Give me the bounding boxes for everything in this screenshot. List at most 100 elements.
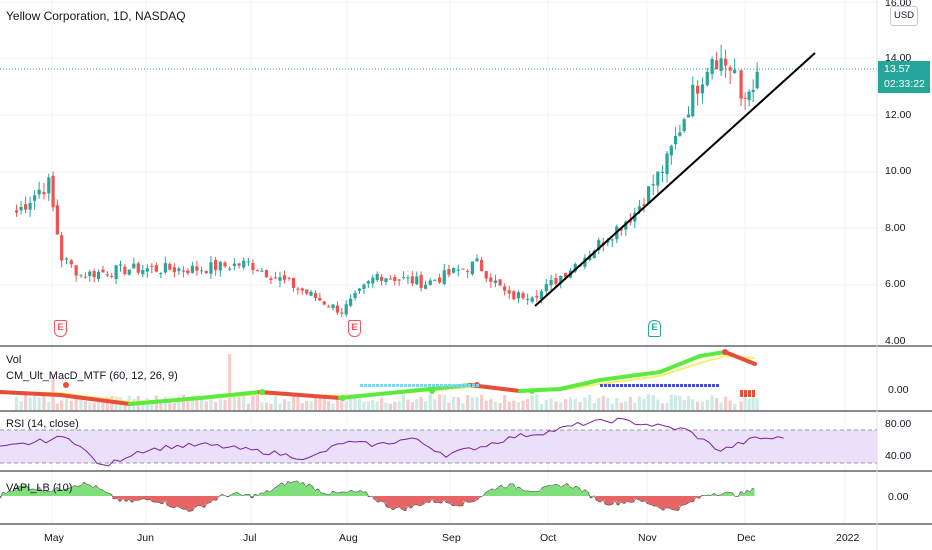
volume-bar xyxy=(739,401,743,410)
macd-label[interactable]: CM_Ult_MacD_MTF (60, 12, 26, 9) xyxy=(6,370,178,382)
vapi-outline xyxy=(176,505,181,508)
volume-bar xyxy=(260,402,264,410)
candle-body xyxy=(597,240,601,251)
macd-hist-bar xyxy=(460,384,463,387)
vapi-outline xyxy=(365,491,370,498)
vapi-outline xyxy=(329,490,334,495)
candle-body xyxy=(728,67,732,71)
vapi-outline xyxy=(113,498,118,500)
vapi-outline xyxy=(110,493,115,500)
vapi-outline xyxy=(704,494,709,496)
rsi-pane[interactable] xyxy=(0,417,877,467)
vapi-outline xyxy=(278,482,283,486)
indicator-axes[interactable]: 0.00 80.00 40.00 0.00 xyxy=(885,384,911,503)
vapi-outline xyxy=(209,499,214,503)
vapi-outline xyxy=(587,491,592,499)
candle-body xyxy=(273,277,278,279)
candle-body xyxy=(526,298,530,300)
volume-bar xyxy=(172,403,176,410)
macd-line-segment xyxy=(598,370,662,382)
macd-line-segment xyxy=(518,387,562,393)
vapi-outline xyxy=(464,500,469,503)
time-axis[interactable]: May Jun Jul Aug Sep Oct Nov Dec 2022 xyxy=(44,532,860,544)
vapi-outline xyxy=(542,486,547,488)
candle-body xyxy=(309,291,313,296)
volume-bar xyxy=(539,403,544,410)
volume-bar xyxy=(633,402,637,410)
macd-hist-bar xyxy=(664,384,667,387)
volume-bar xyxy=(375,401,379,410)
time-label: Jul xyxy=(243,532,256,544)
price-axis[interactable]: 16.00 14.00 12.00 10.00 8.00 6.00 4.00 xyxy=(885,0,911,347)
vapi-outline xyxy=(107,492,112,495)
rsi-label[interactable]: RSI (14, close) xyxy=(6,418,79,430)
volume-bar xyxy=(318,398,322,410)
volume-bar xyxy=(637,396,642,410)
vapi-outline xyxy=(20,485,25,487)
earnings-badge-may[interactable]: E xyxy=(54,320,67,337)
candle-body xyxy=(700,84,705,94)
candle-body xyxy=(14,210,19,213)
vapi-outline xyxy=(338,491,343,494)
candle-body xyxy=(696,85,700,94)
vapi-outline xyxy=(35,487,40,491)
vapi-outline xyxy=(515,486,520,489)
macd-line-segment xyxy=(0,390,62,397)
vapi-outline xyxy=(188,510,193,512)
macd-cross-dot xyxy=(529,388,535,394)
volume-bar xyxy=(470,397,474,410)
earnings-badge-aug[interactable]: E xyxy=(348,320,361,337)
rsi-axis-tick: 80.00 xyxy=(885,418,911,430)
volume-bar xyxy=(168,398,172,410)
vapi-pane[interactable] xyxy=(0,480,755,512)
candle-body xyxy=(246,261,251,263)
vapi-outline xyxy=(272,486,277,490)
macd-pane[interactable] xyxy=(0,349,757,406)
candle-body xyxy=(549,279,553,286)
volume-bar xyxy=(696,401,700,410)
volume-label[interactable]: Vol xyxy=(6,354,22,366)
volume-bar xyxy=(380,397,384,410)
macd-line-segment xyxy=(338,390,402,400)
vapi-outline xyxy=(323,492,328,495)
candle-body xyxy=(516,292,521,299)
candle-body xyxy=(19,206,23,211)
volume-bar xyxy=(665,402,669,410)
candle-body xyxy=(88,271,92,276)
vapi-outline xyxy=(395,506,400,509)
macd-line-segment xyxy=(198,390,262,400)
candle-body xyxy=(559,275,563,284)
volume-bar xyxy=(199,397,204,410)
currency-button[interactable]: USD xyxy=(890,6,918,26)
earnings-badge-nov[interactable]: E xyxy=(648,320,661,337)
candle-body xyxy=(282,275,287,280)
macd-hist-bar xyxy=(676,384,679,387)
volume-bar xyxy=(503,395,507,410)
vapi-outline xyxy=(590,495,595,499)
price-pane[interactable] xyxy=(0,44,877,318)
symbol-title[interactable]: Yellow Corporation, 1D, NASDAQ xyxy=(6,9,186,23)
candle-body xyxy=(475,258,479,262)
macd-axis-tick: 0.00 xyxy=(888,384,909,396)
vapi-outline xyxy=(578,487,583,493)
trend-line[interactable] xyxy=(534,52,816,307)
candle-body xyxy=(242,260,246,268)
vapi-outline xyxy=(596,500,601,503)
candle-body xyxy=(480,259,484,272)
candle-body xyxy=(114,265,118,280)
vapi-outline xyxy=(56,487,61,491)
candle-body xyxy=(96,271,101,279)
vapi-outline xyxy=(236,492,241,495)
volume-bar xyxy=(559,402,563,410)
time-label: Nov xyxy=(638,532,657,544)
volume-bar xyxy=(642,399,646,410)
macd-hist-bar xyxy=(600,384,603,387)
vapi-outline xyxy=(635,498,640,501)
candle-body xyxy=(544,284,548,291)
vapi-outline xyxy=(305,483,310,488)
vapi-label[interactable]: VAPI_LB (10) xyxy=(6,482,73,494)
candle-body xyxy=(521,293,525,299)
vapi-outline xyxy=(32,488,37,491)
